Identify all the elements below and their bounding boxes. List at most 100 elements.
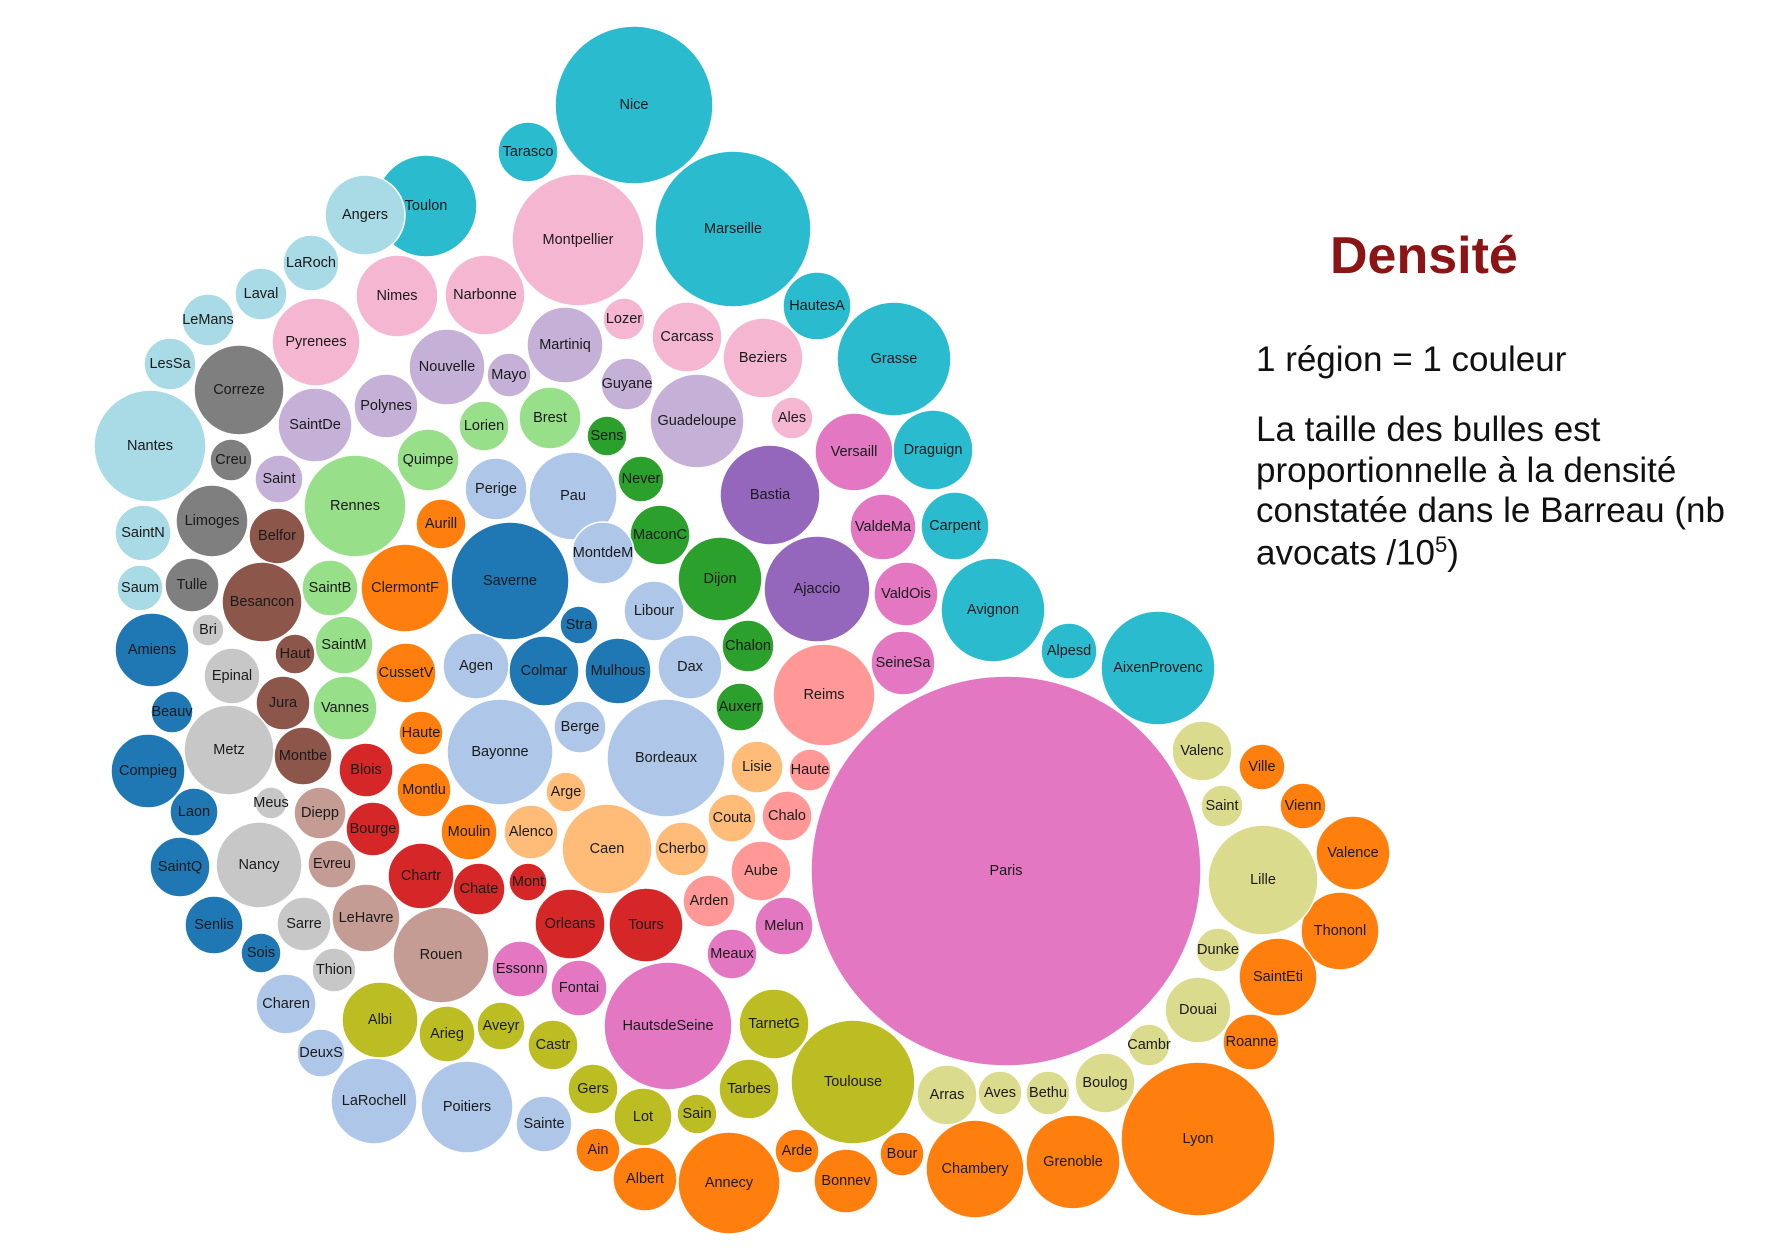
- bubble-sois-88: Sois: [240, 932, 282, 974]
- bubble-circle-lehavre-103: [331, 883, 401, 953]
- bubble-saint-155: Saint: [1200, 784, 1244, 828]
- bubble-circle-bonnev-121: [813, 1148, 879, 1214]
- bubble-aurill-105: Aurill: [415, 498, 467, 550]
- bubble-circle-aurill-105: [415, 498, 467, 550]
- bubble-beauv-83: Beauv: [150, 690, 194, 734]
- bubble-circle-nouvelle-28: [408, 328, 486, 406]
- bubble-nancy-98: Nancy: [215, 821, 303, 909]
- bubble-vannes-45: Vannes: [312, 675, 378, 741]
- legend-color-note: 1 région = 1 couleur: [1256, 340, 1567, 379]
- bubble-saintde-32: SaintDe: [277, 387, 353, 463]
- bubble-arieg-145: Arieg: [418, 1005, 476, 1063]
- bubble-circle-arden-143: [682, 874, 736, 928]
- bubble-valence-111: Valence: [1315, 815, 1391, 891]
- bubble-larochell-75: LaRochell: [330, 1057, 418, 1145]
- bubble-beziers-25: Beziers: [722, 317, 804, 399]
- bubble-haute-140: Haute: [788, 748, 832, 792]
- bubble-circle-evreu-102: [307, 839, 357, 889]
- bubble-stra-79: Stra: [559, 605, 599, 645]
- bubble-circle-chambery-119: [925, 1119, 1025, 1219]
- bubble-circle-arras-163: [916, 1064, 978, 1126]
- bubble-circle-vannes-45: [312, 675, 378, 741]
- bubble-rouen-104: Rouen: [392, 906, 490, 1004]
- bubble-laval-13: Laval: [234, 267, 288, 321]
- bubble-guadeloupe-34: Guadeloupe: [649, 373, 745, 469]
- bubble-alpesd-9: Alpesd: [1040, 622, 1098, 680]
- bubble-circle-jura-92: [255, 675, 311, 731]
- bubble-saintb-43: SaintB: [301, 559, 359, 617]
- bubble-circle-ajaccio-53: [763, 535, 871, 643]
- bubble-circle-nimes-20: [355, 254, 439, 338]
- bubble-circle-lozer-23: [602, 297, 646, 341]
- bubble-circle-dax-68: [657, 634, 723, 700]
- bubble-bourge-127: Bourge: [345, 801, 401, 857]
- bubble-agen-69: Agen: [442, 632, 510, 700]
- bubble-albi-144: Albi: [341, 981, 419, 1059]
- bubble-lot-151: Lot: [613, 1087, 673, 1147]
- bubble-circle-lille-156: [1207, 824, 1319, 936]
- bubble-cambr-159: Cambr: [1127, 1023, 1171, 1067]
- bubble-hautsdeseine-61: HautsdeSeine: [603, 961, 733, 1091]
- bubble-besancon-90: Besancon: [221, 561, 303, 643]
- bubble-circle-valdois-56: [873, 561, 939, 627]
- bubble-circle-arge-134: [545, 771, 587, 813]
- bubble-poitiers-76: Poitiers: [420, 1060, 514, 1154]
- bubble-meaux-62: Meaux: [706, 928, 758, 980]
- bubble-circle-laroch-12: [282, 234, 340, 292]
- bubble-circle-laon-85: [169, 787, 219, 837]
- bubble-circle-dunke-157: [1195, 927, 1241, 973]
- bubble-montpellier-19: Montpellier: [511, 173, 645, 307]
- bubble-circle-alpesd-9: [1040, 622, 1098, 680]
- bubble-circle-bethu-161: [1025, 1070, 1071, 1116]
- bubble-circle-guadeloupe-34: [649, 373, 745, 469]
- bubble-circle-charen-73: [255, 973, 317, 1035]
- bubble-circle-valenc-154: [1171, 720, 1233, 782]
- bubble-circle-clermontf-106: [360, 543, 450, 633]
- bubble-circle-saintn-17: [114, 504, 172, 562]
- bubble-circle-beauv-83: [150, 690, 194, 734]
- bubble-bour-120: Bour: [879, 1131, 925, 1177]
- bubble-correze-35: Correze: [193, 344, 285, 436]
- bubble-chate-129: Chate: [452, 862, 506, 916]
- bubble-circle-sain-152: [676, 1093, 718, 1135]
- bubble-circle-besancon-90: [221, 561, 303, 643]
- bubble-chalo-141: Chalo: [761, 790, 813, 842]
- bubble-circle-tours-132: [608, 887, 684, 963]
- bubble-circle-correze-35: [193, 344, 285, 436]
- bubble-circle-montlu-109: [396, 762, 452, 818]
- bubble-never-47: Never: [617, 455, 665, 503]
- bubble-circle-grasse-5: [836, 301, 952, 417]
- bubble-circle-marseille-3: [654, 150, 812, 308]
- bubble-circle-fontai-60: [550, 959, 608, 1017]
- bubble-ain-125: Ain: [575, 1127, 621, 1173]
- bubble-saintq-86: SaintQ: [149, 836, 211, 898]
- bubble-circle-essonn-59: [491, 940, 549, 998]
- bubble-circle-paris-58: [810, 675, 1202, 1067]
- bubble-circle-melun-63: [754, 896, 814, 956]
- bubble-circle-carcass-24: [651, 301, 723, 373]
- bubble-seinesa-57: SeineSa: [870, 630, 936, 696]
- bubble-circle-alenco-133: [503, 804, 559, 860]
- bubble-circle-creu-36: [209, 438, 253, 482]
- bubble-circle-montpellier-19: [511, 173, 645, 307]
- bubble-ajaccio-53: Ajaccio: [763, 535, 871, 643]
- bubble-circle-haute-108: [398, 710, 444, 756]
- bubble-deuxs-74: DeuxS: [296, 1028, 346, 1078]
- bubble-circle-couta-138: [707, 793, 757, 843]
- bubble-cherbo-136: Cherbo: [654, 821, 710, 877]
- bubble-narbonne-21: Narbonne: [444, 254, 526, 336]
- bubble-circle-colmar-80: [508, 635, 580, 707]
- bubble-laroch-12: LaRoch: [282, 234, 340, 292]
- bubble-tarbes-150: Tarbes: [718, 1058, 780, 1120]
- bubble-thion-100: Thion: [311, 947, 357, 993]
- chart-title: Densité: [1330, 227, 1518, 285]
- bubble-circle-arde-122: [774, 1128, 820, 1174]
- bubble-nouvelle-28: Nouvelle: [408, 328, 486, 406]
- bubble-bayonne-71: Bayonne: [446, 698, 554, 806]
- bubble-lozer-23: Lozer: [602, 297, 646, 341]
- bubble-circle-bayonne-71: [446, 698, 554, 806]
- bubble-circle-tarbes-150: [718, 1058, 780, 1120]
- bubble-circle-polynes-31: [353, 373, 419, 439]
- bubble-berge-70: Berge: [553, 700, 607, 754]
- bubble-bastia-52: Bastia: [719, 444, 821, 546]
